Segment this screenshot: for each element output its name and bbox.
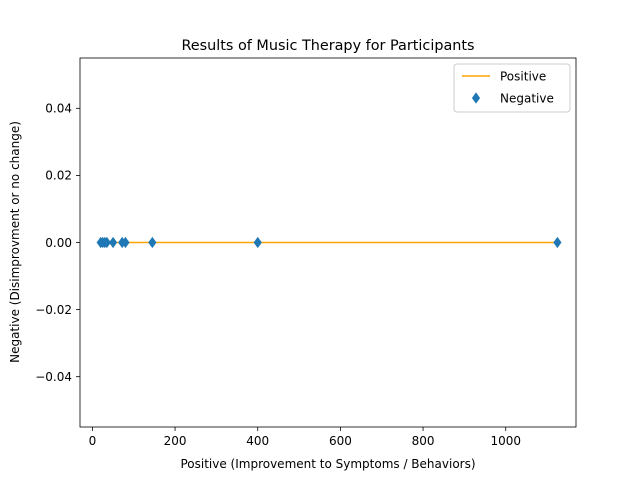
x-tick-label: 400 (246, 434, 269, 448)
y-tick-label: 0.00 (45, 236, 72, 250)
y-tick-label: 0.02 (45, 169, 72, 183)
legend: Positive Negative (453, 63, 571, 113)
data-point (148, 236, 157, 249)
data-point (253, 236, 262, 249)
data-point (553, 236, 562, 249)
x-tick-label: 0 (89, 434, 97, 448)
data-point (108, 236, 118, 249)
x-tick-label: 1000 (490, 434, 521, 448)
axes: 0 200 400 600 800 1000 −0.04 −0.02 0.00 0.02 0.04 (35, 57, 577, 448)
data-point (102, 236, 111, 249)
x-tick-label: 800 (412, 434, 435, 448)
y-tick-label: −0.02 (35, 303, 72, 317)
x-tick-label: 200 (164, 434, 187, 448)
chart-title: Results of Music Therapy for Participant… (181, 38, 474, 54)
y-tick-label: −0.04 (35, 370, 72, 384)
legend-label: Negative (500, 92, 554, 106)
legend-swatch-marker (471, 92, 481, 104)
plot-area (96, 236, 562, 249)
x-axis-label: Positive (Improvement to Symptoms / Beha… (180, 457, 475, 471)
legend-label: Positive (500, 70, 546, 84)
y-tick-label: 0.04 (45, 102, 72, 116)
x-tick-label: 600 (329, 434, 352, 448)
y-axis-label: Negative (Disimprovment or no change) (8, 121, 22, 363)
data-point (121, 236, 130, 249)
